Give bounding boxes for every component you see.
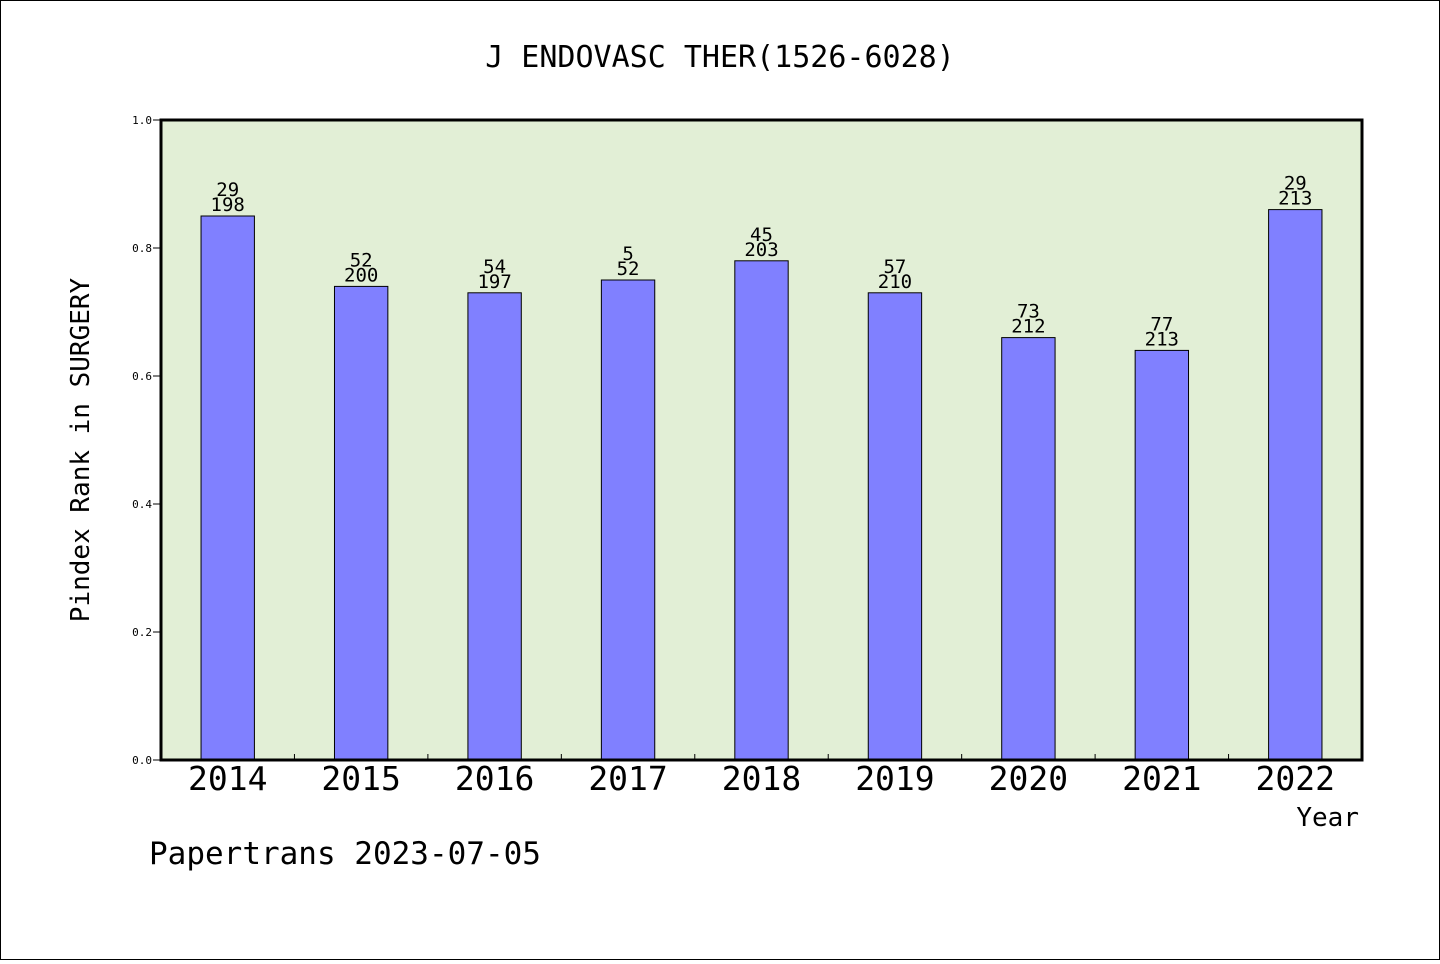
- bar-total-label: 213: [1278, 188, 1312, 210]
- bar-rank-label: 57: [883, 256, 906, 278]
- bar-total-label: 212: [1011, 316, 1045, 338]
- x-tick-label: 2021: [1122, 759, 1201, 798]
- bar-2017: [600, 279, 656, 761]
- bar-rank-label: 77: [1150, 313, 1173, 335]
- bar-rank-label: 29: [1284, 173, 1307, 195]
- bar-2022: [1268, 209, 1323, 761]
- y-tick-label: 0.0: [132, 754, 152, 767]
- bar-rank-label: 54: [483, 256, 506, 278]
- x-tick-label: 2020: [989, 759, 1068, 798]
- bar-rank-label: 73: [1017, 301, 1040, 323]
- bar-2021: [1134, 349, 1190, 761]
- x-tick-label: 2018: [722, 759, 801, 798]
- x-tick-label: 2017: [588, 759, 667, 798]
- bar-total-label: 198: [211, 194, 245, 216]
- footer-credit: Papertrans 2023-07-05: [149, 836, 541, 872]
- x-tick-label: 2019: [855, 759, 934, 798]
- y-axis: 0.0 0.2 0.4 0.6 0.8 1.0: [132, 114, 161, 767]
- x-tick-label: 2022: [1256, 759, 1335, 798]
- y-tick-label: 1.0: [132, 114, 152, 127]
- x-axis: 2014 2015 2016 2017 2018 2019 2020 2021 2022: [188, 754, 1335, 798]
- bar-total-label: 203: [744, 239, 778, 261]
- bar-total-label: 210: [878, 271, 912, 293]
- plot-border: [159, 118, 1364, 762]
- bar-2020: [1001, 337, 1056, 761]
- bar-rank-label: 45: [750, 224, 773, 246]
- bar-2019: [867, 292, 923, 761]
- bar-rank-label: 52: [350, 249, 373, 271]
- bar-rank-label: 29: [216, 179, 239, 201]
- bar-total-label: 213: [1145, 328, 1179, 350]
- bar-2016: [467, 292, 522, 761]
- y-tick-label: 0.4: [132, 498, 152, 511]
- x-tick-label: 2016: [455, 759, 534, 798]
- y-axis-label: Pindex Rank in SURGERY: [66, 277, 96, 622]
- chart-title: J ENDOVASC THER(1526-6028): [485, 40, 955, 75]
- y-tick-label: 0.8: [132, 242, 152, 255]
- x-tick-label: 2015: [321, 759, 400, 798]
- bar-2014: [200, 215, 255, 761]
- bar-total-label: 197: [477, 271, 511, 293]
- y-tick-label: 0.6: [132, 370, 152, 383]
- bar-2015: [333, 285, 389, 761]
- y-tick-label: 0.2: [132, 626, 152, 639]
- x-axis-label: Year: [1296, 803, 1359, 833]
- bar-total-label: 52: [617, 258, 640, 280]
- bar-total-label: 200: [344, 264, 378, 286]
- bar-2018: [734, 260, 789, 761]
- x-tick-label: 2014: [188, 759, 267, 798]
- bar-rank-label: 5: [622, 243, 633, 265]
